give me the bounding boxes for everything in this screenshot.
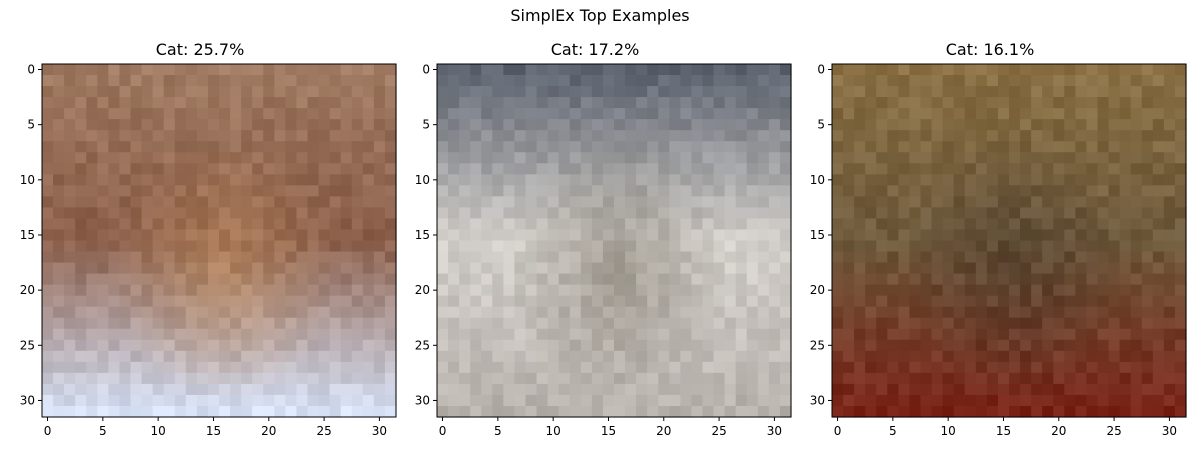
x-tick-label: 10 bbox=[941, 424, 956, 438]
y-tick-label: 15 bbox=[810, 228, 825, 242]
x-tick-label: 5 bbox=[99, 424, 107, 438]
image-axes: 0 5 10 15 20 25 30 0 5 10 15 20 25 30 bbox=[810, 63, 1187, 438]
x-tick-label: 20 bbox=[1051, 424, 1066, 438]
y-tick-label: 25 bbox=[20, 338, 35, 352]
y-tick-label: 20 bbox=[810, 283, 825, 297]
x-tick-label: 5 bbox=[889, 424, 897, 438]
image-pixels bbox=[832, 64, 1187, 418]
y-tick-label: 30 bbox=[20, 393, 35, 407]
subplot-1: Cat: 25.7% 0 5 10 15 20 25 30 0 5 10 15 20 25 30 bbox=[0, 36, 400, 450]
x-tick-label: 30 bbox=[1162, 424, 1177, 438]
x-tick-label: 30 bbox=[372, 424, 387, 438]
y-tick-label: 5 bbox=[817, 118, 825, 132]
x-tick-label: 0 bbox=[834, 424, 842, 438]
x-tick-label: 25 bbox=[1106, 424, 1121, 438]
x-tick-label: 20 bbox=[656, 424, 671, 438]
x-tick-label: 30 bbox=[767, 424, 782, 438]
subplot-3: Cat: 16.1% 0 5 10 15 20 25 30 0 5 10 15 20 25 30 bbox=[790, 36, 1190, 450]
x-tick-label: 10 bbox=[151, 424, 166, 438]
x-tick-label: 0 bbox=[439, 424, 447, 438]
x-tick-label: 25 bbox=[316, 424, 331, 438]
y-tick-label: 15 bbox=[415, 228, 430, 242]
axes-frame bbox=[831, 63, 1187, 418]
x-tick-label: 15 bbox=[206, 424, 221, 438]
axes-frame bbox=[436, 63, 792, 418]
x-tick-label: 5 bbox=[494, 424, 502, 438]
y-tick-label: 25 bbox=[415, 338, 430, 352]
subplot-title: Cat: 16.1% bbox=[945, 40, 1035, 59]
y-tick-label: 30 bbox=[415, 393, 430, 407]
y-tick-label: 0 bbox=[817, 63, 825, 77]
y-tick-label: 0 bbox=[422, 63, 430, 77]
subplot-2: Cat: 17.2% 0 5 10 15 20 25 30 0 5 10 15 20 25 30 bbox=[395, 36, 795, 450]
y-tick-label: 5 bbox=[27, 118, 35, 132]
x-tick-label: 10 bbox=[546, 424, 561, 438]
y-tick-label: 5 bbox=[422, 118, 430, 132]
y-tick-label: 10 bbox=[810, 173, 825, 187]
image-axes: 0 5 10 15 20 25 30 0 5 10 15 20 25 30 bbox=[20, 63, 397, 438]
y-tick-label: 15 bbox=[20, 228, 35, 242]
figure-title: SimplEx Top Examples bbox=[510, 6, 690, 25]
x-tick-label: 20 bbox=[261, 424, 276, 438]
x-tick-label: 15 bbox=[601, 424, 616, 438]
y-tick-label: 0 bbox=[27, 63, 35, 77]
image-pixels bbox=[437, 64, 792, 418]
y-tick-label: 10 bbox=[415, 173, 430, 187]
y-tick-label: 30 bbox=[810, 393, 825, 407]
axes-frame bbox=[41, 63, 397, 418]
x-tick-label: 15 bbox=[996, 424, 1011, 438]
subplot-title: Cat: 17.2% bbox=[550, 40, 640, 59]
image-axes: 0 5 10 15 20 25 30 0 5 10 15 20 25 30 bbox=[415, 63, 792, 438]
image-pixels bbox=[42, 64, 397, 418]
y-tick-label: 25 bbox=[810, 338, 825, 352]
subplot-title: Cat: 25.7% bbox=[155, 40, 245, 59]
x-tick-label: 25 bbox=[711, 424, 726, 438]
x-tick-label: 0 bbox=[44, 424, 52, 438]
y-tick-label: 20 bbox=[415, 283, 430, 297]
y-tick-label: 20 bbox=[20, 283, 35, 297]
y-tick-label: 10 bbox=[20, 173, 35, 187]
